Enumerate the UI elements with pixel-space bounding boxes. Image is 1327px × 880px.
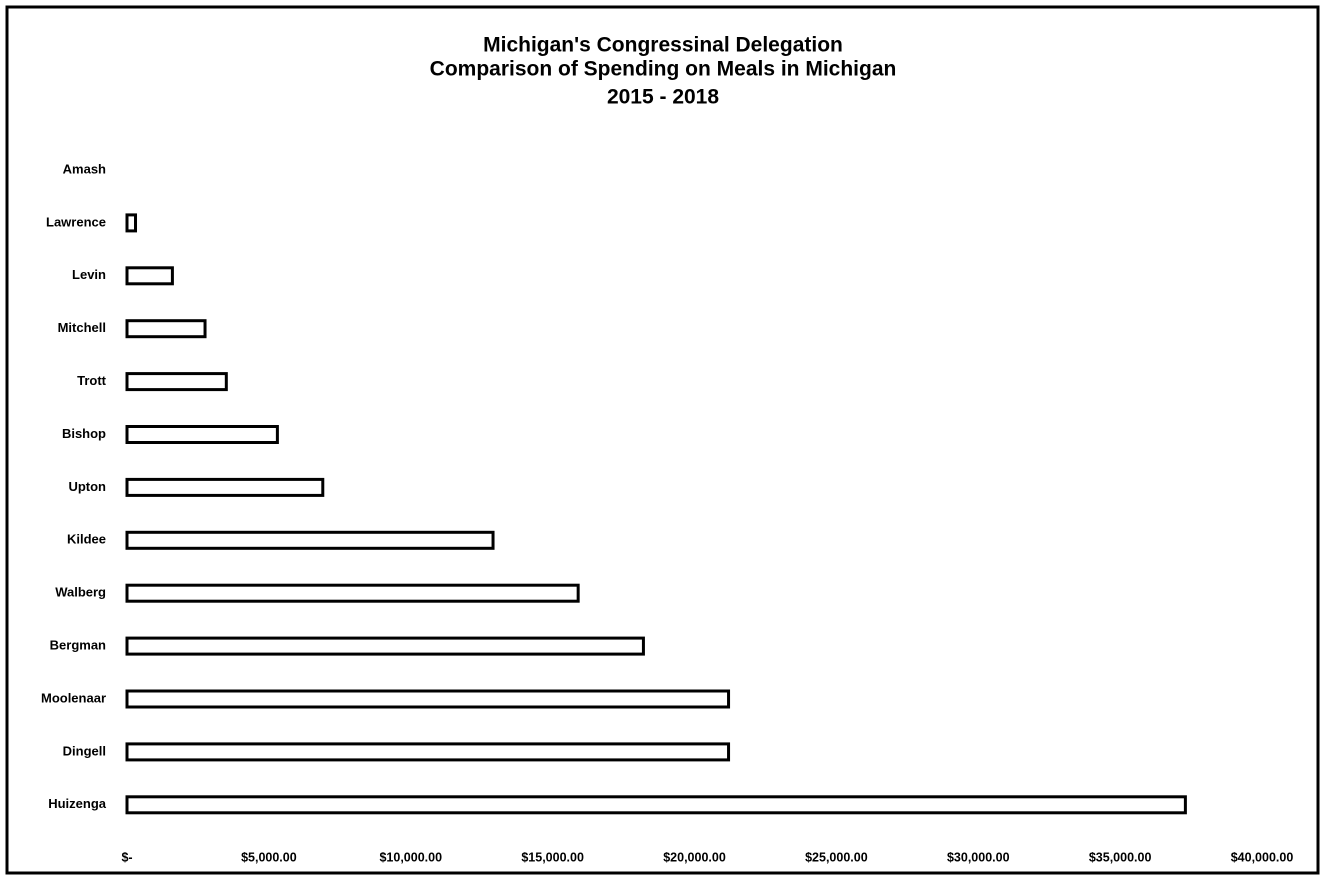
y-tick-label: Bishop [62, 426, 106, 441]
y-tick-label: Trott [77, 373, 107, 388]
x-tick-label: $10,000.00 [379, 850, 442, 864]
bar [125, 372, 228, 392]
y-tick-label: Levin [72, 267, 106, 282]
y-tick-label: Mitchell [58, 320, 106, 335]
y-tick-label: Kildee [67, 532, 106, 547]
y-tick-label: Dingell [63, 743, 106, 758]
x-tick-label: $35,000.00 [1089, 850, 1152, 864]
chart-title: Michigan's Congressinal Delegation [483, 34, 843, 57]
x-tick-label: $20,000.00 [663, 850, 726, 864]
bar [125, 425, 279, 444]
chart-title: Comparison of Spending on Meals in Michi… [430, 58, 897, 81]
y-tick-label: Amash [63, 161, 106, 176]
bar [125, 795, 1187, 815]
x-tick-label: $30,000.00 [947, 850, 1010, 864]
bar [125, 636, 645, 656]
bar [125, 742, 731, 762]
chart-title: 2015 - 2018 [607, 86, 719, 109]
y-tick-label: Huizenga [48, 796, 107, 811]
y-tick-label: Bergman [50, 638, 106, 653]
bar [125, 213, 138, 233]
bar [125, 583, 580, 603]
x-tick-label: $40,000.00 [1231, 850, 1294, 864]
x-tick-label: $25,000.00 [805, 850, 868, 864]
y-tick-label: Lawrence [46, 214, 106, 229]
bar [125, 266, 174, 286]
x-tick-label: $5,000.00 [241, 850, 297, 864]
y-tick-label: Upton [68, 479, 106, 494]
bar [125, 689, 731, 709]
bar [125, 530, 495, 550]
x-tick-label: $- [121, 850, 132, 864]
bar [125, 477, 325, 497]
y-tick-label: Walberg [55, 585, 106, 600]
bar [125, 319, 207, 339]
x-tick-label: $15,000.00 [521, 850, 584, 864]
y-tick-label: Moolenaar [41, 690, 106, 705]
